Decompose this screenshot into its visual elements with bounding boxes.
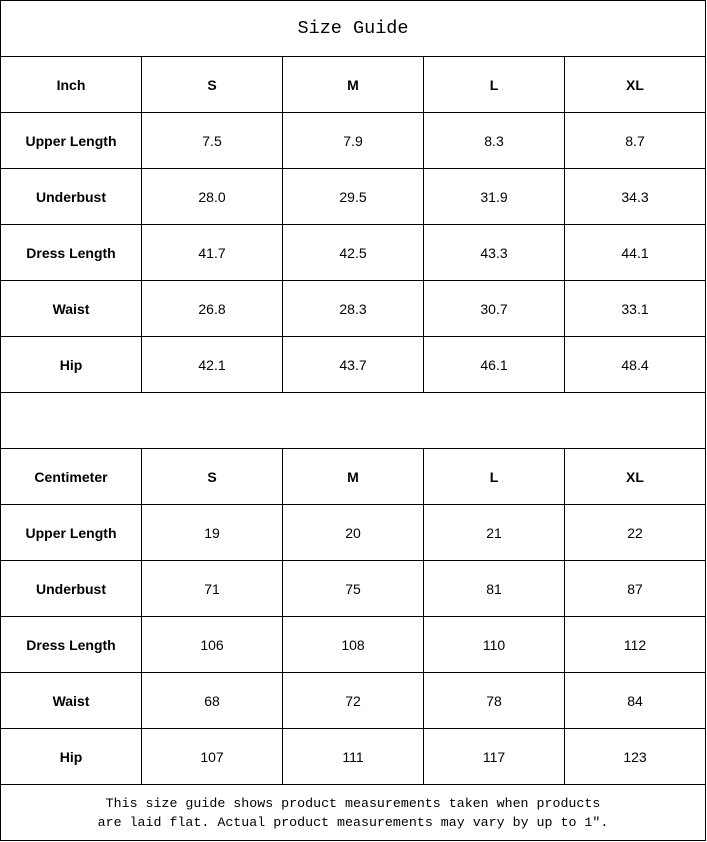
measurement-value: 68 xyxy=(141,672,283,729)
measurement-value: 7.9 xyxy=(282,112,424,169)
spacer-row xyxy=(0,392,706,449)
measurement-value: 87 xyxy=(564,560,706,617)
table-row: Waist 26.8 28.3 30.7 33.1 xyxy=(0,280,706,337)
measurement-label: Dress Length xyxy=(0,616,142,673)
measurement-label: Dress Length xyxy=(0,224,142,281)
measurement-value: 42.1 xyxy=(141,336,283,393)
measurement-value: 31.9 xyxy=(423,168,565,225)
size-header: L xyxy=(423,448,565,505)
table-row: Upper Length 7.5 7.9 8.3 8.7 xyxy=(0,112,706,169)
table-row: Underbust 71 75 81 87 xyxy=(0,560,706,617)
cm-header-row: Centimeter S M L XL xyxy=(0,448,706,505)
inch-header-row: Inch S M L XL xyxy=(0,56,706,113)
measurement-value: 78 xyxy=(423,672,565,729)
table-row: Hip 107 111 117 123 xyxy=(0,728,706,785)
measurement-value: 41.7 xyxy=(141,224,283,281)
table-row: Dress Length 41.7 42.5 43.3 44.1 xyxy=(0,224,706,281)
measurement-value: 46.1 xyxy=(423,336,565,393)
measurement-value: 21 xyxy=(423,504,565,561)
unit-label: Inch xyxy=(0,56,142,113)
footer-line-1: This size guide shows product measuremen… xyxy=(105,795,601,811)
size-header: M xyxy=(282,56,424,113)
measurement-value: 43.7 xyxy=(282,336,424,393)
measurement-value: 28.3 xyxy=(282,280,424,337)
spacer-cell xyxy=(0,392,706,449)
measurement-value: 8.3 xyxy=(423,112,565,169)
measurement-label: Hip xyxy=(0,336,142,393)
measurement-value: 112 xyxy=(564,616,706,673)
measurement-label: Underbust xyxy=(0,560,142,617)
size-header: XL xyxy=(564,56,706,113)
measurement-value: 71 xyxy=(141,560,283,617)
measurement-value: 107 xyxy=(141,728,283,785)
size-header: S xyxy=(141,448,283,505)
footer-note: This size guide shows product measuremen… xyxy=(0,784,706,841)
measurement-value: 108 xyxy=(282,616,424,673)
measurement-value: 42.5 xyxy=(282,224,424,281)
table-row: Hip 42.1 43.7 46.1 48.4 xyxy=(0,336,706,393)
measurement-value: 29.5 xyxy=(282,168,424,225)
size-header: M xyxy=(282,448,424,505)
table-row: Upper Length 19 20 21 22 xyxy=(0,504,706,561)
measurement-value: 72 xyxy=(282,672,424,729)
measurement-label: Underbust xyxy=(0,168,142,225)
measurement-value: 106 xyxy=(141,616,283,673)
measurement-value: 75 xyxy=(282,560,424,617)
measurement-value: 30.7 xyxy=(423,280,565,337)
table-row: Waist 68 72 78 84 xyxy=(0,672,706,729)
measurement-label: Waist xyxy=(0,672,142,729)
measurement-value: 44.1 xyxy=(564,224,706,281)
measurement-value: 117 xyxy=(423,728,565,785)
measurement-value: 26.8 xyxy=(141,280,283,337)
measurement-label: Upper Length xyxy=(0,112,142,169)
measurement-label: Hip xyxy=(0,728,142,785)
measurement-value: 43.3 xyxy=(423,224,565,281)
size-header: XL xyxy=(564,448,706,505)
measurement-value: 110 xyxy=(423,616,565,673)
measurement-value: 123 xyxy=(564,728,706,785)
table-row: Underbust 28.0 29.5 31.9 34.3 xyxy=(0,168,706,225)
measurement-value: 34.3 xyxy=(564,168,706,225)
unit-label: Centimeter xyxy=(0,448,142,505)
measurement-value: 84 xyxy=(564,672,706,729)
footer-row: This size guide shows product measuremen… xyxy=(0,784,706,841)
measurement-value: 19 xyxy=(141,504,283,561)
measurement-value: 81 xyxy=(423,560,565,617)
measurement-value: 8.7 xyxy=(564,112,706,169)
measurement-label: Waist xyxy=(0,280,142,337)
measurement-value: 111 xyxy=(282,728,424,785)
measurement-value: 28.0 xyxy=(141,168,283,225)
table-title: Size Guide xyxy=(0,0,706,57)
measurement-value: 33.1 xyxy=(564,280,706,337)
size-header: S xyxy=(141,56,283,113)
measurement-value: 7.5 xyxy=(141,112,283,169)
measurement-value: 20 xyxy=(282,504,424,561)
size-header: L xyxy=(423,56,565,113)
measurement-value: 48.4 xyxy=(564,336,706,393)
footer-line-2: are laid flat. Actual product measuremen… xyxy=(97,814,609,830)
measurement-value: 22 xyxy=(564,504,706,561)
measurement-label: Upper Length xyxy=(0,504,142,561)
table-row: Dress Length 106 108 110 112 xyxy=(0,616,706,673)
